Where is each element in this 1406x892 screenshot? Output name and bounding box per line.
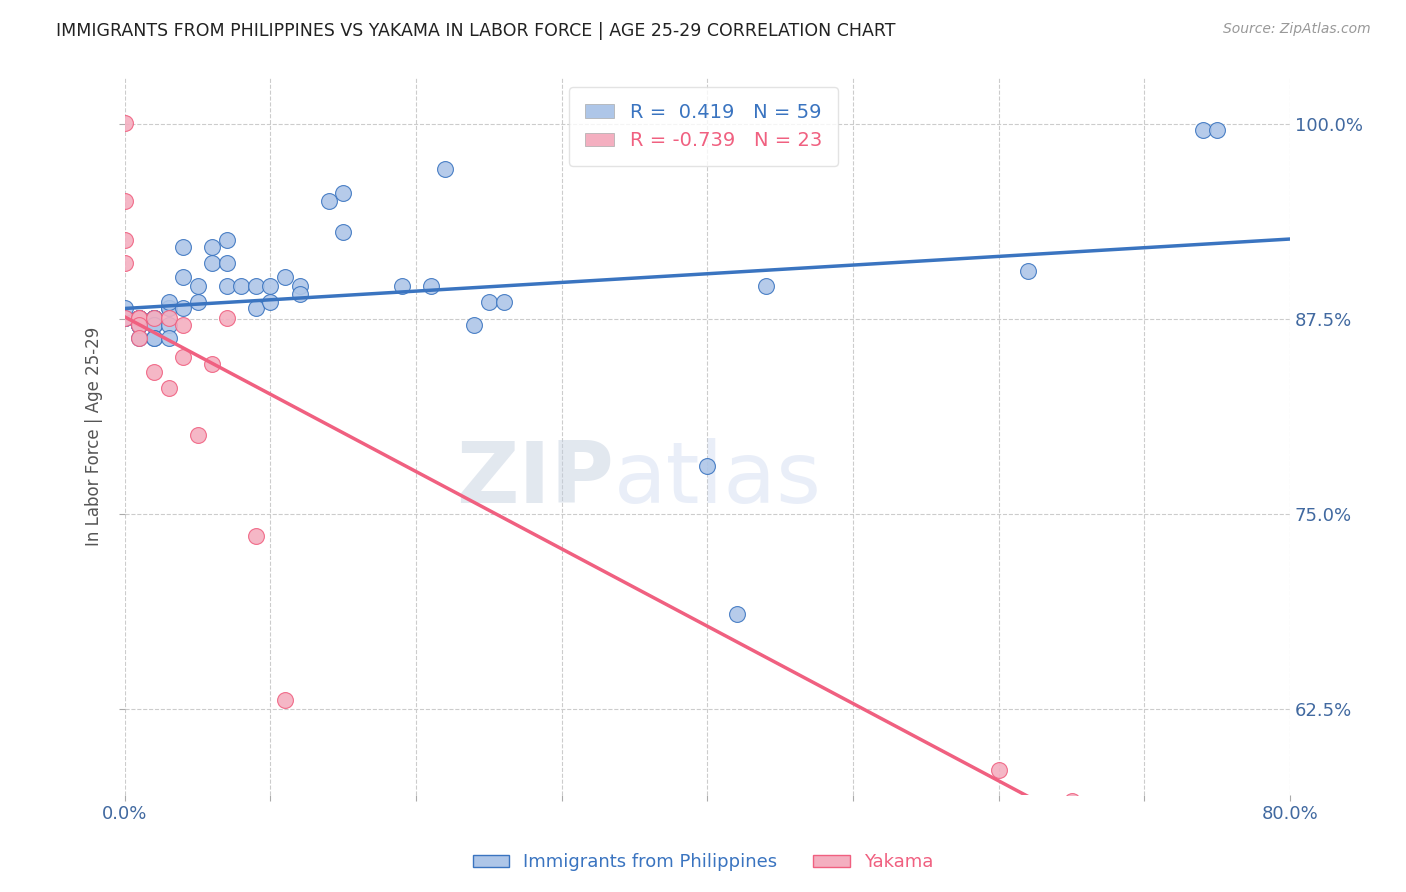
Legend: Immigrants from Philippines, Yakama: Immigrants from Philippines, Yakama — [465, 847, 941, 879]
Text: ZIP: ZIP — [457, 438, 614, 521]
Point — [128, 318, 150, 333]
Point — [143, 365, 166, 379]
Text: IMMIGRANTS FROM PHILIPPINES VS YAKAMA IN LABOR FORCE | AGE 25-29 CORRELATION CHA: IMMIGRANTS FROM PHILIPPINES VS YAKAMA IN… — [56, 22, 896, 40]
Y-axis label: In Labor Force | Age 25-29: In Labor Force | Age 25-29 — [86, 326, 103, 546]
Point — [172, 318, 194, 333]
Point — [128, 318, 150, 333]
Point — [172, 350, 194, 364]
Point — [157, 301, 180, 316]
Point — [391, 279, 413, 293]
Point — [245, 301, 267, 316]
Point — [201, 256, 224, 270]
Point — [172, 270, 194, 285]
Point — [114, 116, 136, 130]
Point — [201, 358, 224, 372]
Point — [114, 256, 136, 270]
Point — [696, 458, 718, 473]
Point — [1191, 123, 1213, 137]
Point — [1017, 264, 1039, 278]
Point — [755, 279, 778, 293]
Point — [332, 186, 354, 200]
Point — [259, 279, 281, 293]
Point — [143, 331, 166, 345]
Point — [288, 287, 311, 301]
Point — [143, 310, 166, 325]
Point — [128, 310, 150, 325]
Point — [215, 233, 238, 247]
Point — [332, 225, 354, 239]
Point — [157, 318, 180, 333]
Point — [128, 331, 150, 345]
Point — [274, 693, 297, 707]
Point — [288, 279, 311, 293]
Point — [1206, 123, 1229, 137]
Point — [128, 310, 150, 325]
Point — [231, 279, 253, 293]
Point — [172, 240, 194, 254]
Point — [187, 279, 209, 293]
Point — [114, 194, 136, 208]
Point — [114, 310, 136, 325]
Point — [215, 279, 238, 293]
Point — [143, 310, 166, 325]
Point — [128, 310, 150, 325]
Point — [187, 295, 209, 310]
Point — [245, 279, 267, 293]
Point — [114, 310, 136, 325]
Point — [274, 270, 297, 285]
Point — [157, 381, 180, 395]
Point — [157, 331, 180, 345]
Point — [128, 310, 150, 325]
Point — [143, 310, 166, 325]
Point — [143, 318, 166, 333]
Point — [725, 607, 748, 621]
Text: Source: ZipAtlas.com: Source: ZipAtlas.com — [1223, 22, 1371, 37]
Point — [318, 194, 340, 208]
Point — [245, 529, 267, 543]
Point — [215, 310, 238, 325]
Point — [215, 256, 238, 270]
Point — [201, 240, 224, 254]
Point — [143, 318, 166, 333]
Legend: R =  0.419   N = 59, R = -0.739   N = 23: R = 0.419 N = 59, R = -0.739 N = 23 — [569, 87, 838, 166]
Point — [187, 427, 209, 442]
Point — [157, 310, 180, 325]
Point — [114, 301, 136, 316]
Point — [128, 310, 150, 325]
Point — [143, 310, 166, 325]
Point — [128, 318, 150, 333]
Point — [157, 301, 180, 316]
Point — [114, 310, 136, 325]
Point — [128, 318, 150, 333]
Point — [1133, 810, 1156, 824]
Point — [492, 295, 515, 310]
Point — [114, 310, 136, 325]
Point — [478, 295, 501, 310]
Point — [128, 318, 150, 333]
Text: atlas: atlas — [614, 438, 823, 521]
Point — [128, 310, 150, 325]
Point — [114, 233, 136, 247]
Point — [157, 295, 180, 310]
Point — [259, 295, 281, 310]
Point — [987, 763, 1010, 777]
Point — [128, 331, 150, 345]
Point — [143, 310, 166, 325]
Point — [463, 318, 485, 333]
Point — [172, 301, 194, 316]
Point — [419, 279, 441, 293]
Point — [1060, 794, 1083, 808]
Point — [434, 162, 457, 177]
Point — [143, 331, 166, 345]
